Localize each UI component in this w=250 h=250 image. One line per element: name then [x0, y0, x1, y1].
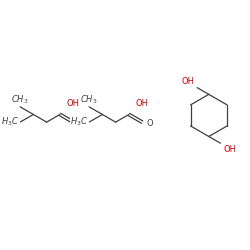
Text: OH: OH [67, 99, 80, 108]
Text: O: O [146, 118, 153, 128]
Text: OH: OH [223, 145, 236, 154]
Text: $H_3C$: $H_3C$ [70, 116, 88, 128]
Text: $CH_3$: $CH_3$ [80, 93, 98, 106]
Text: O: O [77, 118, 84, 128]
Text: OH: OH [136, 99, 148, 108]
Text: $H_3C$: $H_3C$ [1, 116, 19, 128]
Text: $CH_3$: $CH_3$ [12, 93, 29, 106]
Text: OH: OH [181, 77, 194, 86]
